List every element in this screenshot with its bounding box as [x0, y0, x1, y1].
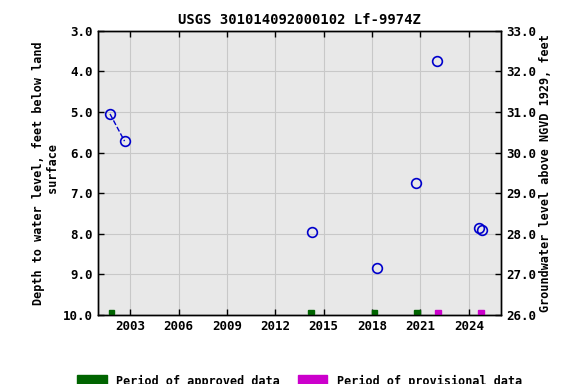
Bar	[109, 310, 115, 314]
Bar	[372, 310, 377, 314]
Y-axis label: Depth to water level, feet below land
 surface: Depth to water level, feet below land su…	[32, 41, 60, 305]
Legend: Period of approved data, Period of provisional data: Period of approved data, Period of provi…	[71, 369, 528, 384]
Bar	[435, 310, 441, 314]
Bar	[308, 310, 313, 314]
Bar	[478, 310, 484, 314]
Bar	[414, 310, 420, 314]
Y-axis label: Groundwater level above NGVD 1929, feet: Groundwater level above NGVD 1929, feet	[539, 34, 552, 312]
Title: USGS 301014092000102 Lf-9974Z: USGS 301014092000102 Lf-9974Z	[178, 13, 421, 27]
